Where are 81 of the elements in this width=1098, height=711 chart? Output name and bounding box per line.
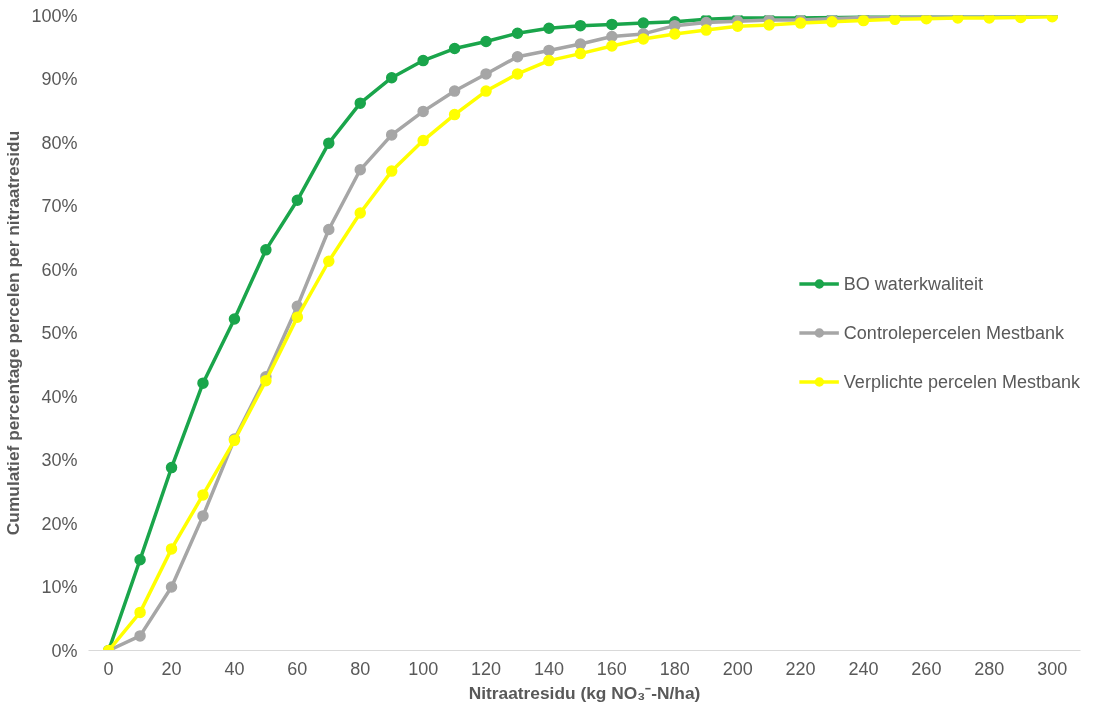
point [731, 20, 744, 33]
y-tick-label: 50% [41, 323, 78, 343]
point [385, 165, 398, 177]
x-tick-label: 280 [974, 658, 1005, 679]
y-tick-label: 100% [31, 5, 78, 26]
legend-label: Verplichte percelen Mestbank [843, 371, 1080, 392]
point [228, 313, 241, 325]
point [574, 47, 587, 60]
point [763, 19, 775, 31]
x-tick-label: 100 [408, 658, 439, 679]
point [197, 510, 209, 522]
point [323, 137, 335, 149]
point [700, 24, 712, 36]
point [197, 489, 209, 501]
y-tick-label: 80% [41, 132, 78, 153]
point [197, 377, 209, 389]
point [637, 17, 650, 29]
point [417, 105, 429, 118]
point [606, 18, 618, 31]
point [385, 71, 398, 84]
y-tick-label: 90% [41, 69, 78, 89]
point [385, 129, 398, 141]
point [417, 54, 429, 67]
y-tick-label: 0% [51, 640, 78, 661]
x-tick-label: 240 [848, 658, 879, 679]
point [480, 85, 492, 97]
point [165, 581, 178, 593]
point [543, 22, 555, 34]
point [417, 134, 429, 147]
x-tick-label: 200 [722, 658, 753, 679]
point [448, 42, 461, 55]
point [134, 630, 146, 642]
x-tick-label: 0 [103, 658, 114, 679]
x-axis-title: Nitraatresidu (kg NO₃⁻-N/ha) [468, 682, 701, 703]
point [574, 38, 587, 50]
point [511, 51, 524, 63]
x-tick-label: 60 [287, 658, 308, 679]
point [543, 54, 555, 67]
x-tick-label: 300 [1037, 658, 1068, 679]
point [448, 85, 461, 97]
point [291, 311, 304, 323]
point [260, 374, 272, 387]
point [480, 35, 492, 48]
y-tick-label: 30% [41, 450, 78, 470]
point [165, 543, 178, 555]
x-tick-label: 220 [785, 658, 816, 679]
x-tick-label: 160 [596, 658, 627, 679]
point [448, 108, 461, 121]
x-tick-label: 120 [471, 658, 502, 679]
x-tick-label: 260 [911, 658, 942, 679]
point [637, 33, 650, 45]
x-tick-label: 140 [533, 658, 564, 679]
point [669, 28, 681, 40]
point [511, 27, 524, 40]
legend-label: Controlepercelen Mestbank [843, 322, 1064, 343]
y-tick-label: 70% [41, 196, 78, 216]
point [606, 40, 618, 52]
point [165, 461, 178, 474]
x-tick-label: 180 [659, 658, 690, 679]
y-tick-label: 60% [41, 259, 78, 280]
x-tick-label: 40 [224, 658, 245, 679]
point [134, 553, 146, 566]
point [354, 164, 366, 176]
point [354, 207, 366, 219]
y-tick-label: 40% [41, 386, 78, 407]
point [543, 44, 555, 57]
point [134, 606, 146, 619]
point [323, 255, 335, 267]
point [480, 68, 492, 80]
point [354, 97, 366, 109]
point [291, 194, 304, 207]
point [511, 68, 524, 80]
legend-label: BO waterkwaliteit [843, 273, 983, 294]
x-tick-label: 80 [350, 658, 371, 679]
y-tick-label: 20% [41, 513, 78, 534]
point [574, 19, 587, 32]
y-axis-title: Cumulatief percentage percelen per nitraatresidu [3, 130, 24, 536]
point [260, 244, 272, 256]
y-tick-label: 10% [41, 577, 78, 597]
x-tick-label: 20 [161, 658, 182, 679]
point [323, 223, 335, 236]
